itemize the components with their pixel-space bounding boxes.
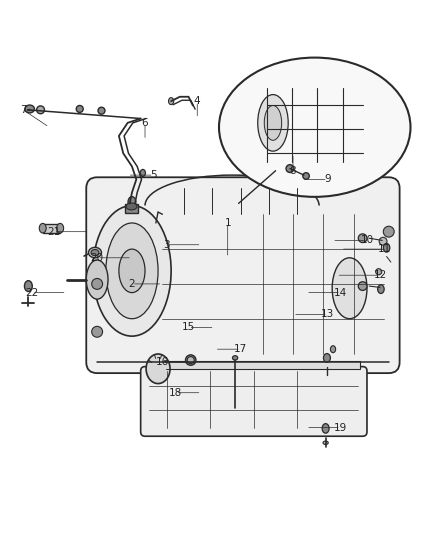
Ellipse shape: [37, 106, 45, 114]
Ellipse shape: [140, 169, 145, 176]
Ellipse shape: [86, 260, 108, 299]
Text: 22: 22: [25, 288, 39, 297]
Text: 14: 14: [334, 288, 347, 297]
Ellipse shape: [25, 105, 35, 113]
Bar: [125, 204, 138, 213]
Ellipse shape: [88, 247, 102, 258]
Text: 2: 2: [129, 279, 135, 289]
Text: 5: 5: [150, 170, 157, 180]
Ellipse shape: [358, 234, 367, 243]
FancyBboxPatch shape: [141, 367, 367, 436]
Text: 20: 20: [91, 253, 104, 263]
Ellipse shape: [146, 354, 170, 384]
Ellipse shape: [93, 206, 171, 336]
Text: 3: 3: [163, 240, 170, 250]
Ellipse shape: [25, 281, 32, 292]
Ellipse shape: [258, 94, 288, 151]
Text: 11: 11: [378, 244, 391, 254]
Text: 21: 21: [47, 227, 60, 237]
Ellipse shape: [126, 203, 137, 210]
Text: 17: 17: [234, 344, 247, 354]
Ellipse shape: [91, 249, 99, 256]
Text: 13: 13: [321, 309, 335, 319]
Ellipse shape: [106, 223, 158, 319]
Ellipse shape: [92, 278, 102, 289]
Text: 4: 4: [194, 96, 201, 106]
Ellipse shape: [303, 173, 309, 179]
Ellipse shape: [92, 326, 102, 337]
Ellipse shape: [219, 58, 410, 197]
Ellipse shape: [57, 223, 64, 233]
Text: 19: 19: [334, 423, 347, 433]
Ellipse shape: [383, 226, 394, 237]
Ellipse shape: [383, 244, 390, 252]
Text: 12: 12: [374, 270, 387, 280]
Text: 15: 15: [182, 322, 195, 333]
Text: 6: 6: [142, 118, 148, 128]
Ellipse shape: [264, 106, 282, 140]
Ellipse shape: [233, 356, 238, 360]
Ellipse shape: [358, 282, 367, 290]
Text: 10: 10: [360, 236, 374, 245]
Ellipse shape: [379, 237, 387, 245]
Text: 7: 7: [20, 105, 26, 115]
Ellipse shape: [322, 424, 329, 433]
Ellipse shape: [98, 107, 105, 114]
Ellipse shape: [169, 98, 174, 104]
Ellipse shape: [378, 285, 384, 294]
Text: 1: 1: [224, 218, 231, 228]
Bar: [147, 361, 360, 369]
Ellipse shape: [323, 353, 330, 362]
Ellipse shape: [332, 258, 367, 319]
Ellipse shape: [185, 355, 196, 365]
Ellipse shape: [39, 223, 46, 233]
Text: 9: 9: [325, 174, 331, 184]
Text: 8: 8: [290, 166, 296, 176]
Ellipse shape: [286, 165, 294, 173]
Text: 16: 16: [156, 357, 169, 367]
Ellipse shape: [330, 346, 336, 353]
Bar: [43, 224, 60, 232]
Ellipse shape: [128, 197, 136, 207]
FancyBboxPatch shape: [86, 177, 399, 373]
Ellipse shape: [323, 441, 328, 445]
Ellipse shape: [187, 357, 194, 364]
Ellipse shape: [376, 269, 382, 275]
Ellipse shape: [76, 106, 83, 112]
Ellipse shape: [119, 249, 145, 293]
Text: 18: 18: [169, 387, 182, 398]
